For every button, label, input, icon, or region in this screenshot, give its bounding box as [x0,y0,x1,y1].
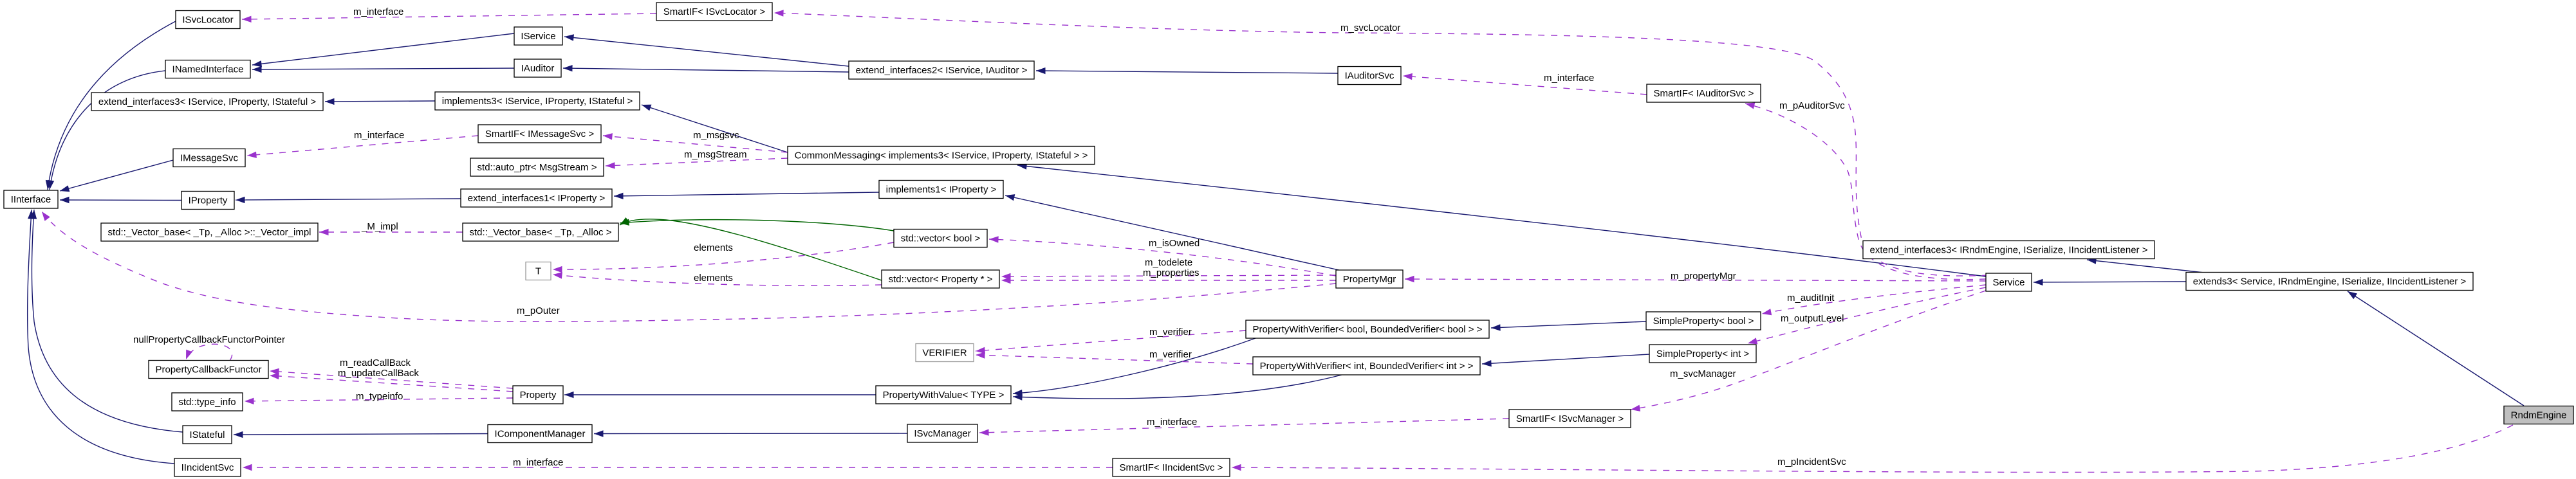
svg-text:PropertyWithVerifier< bool, Bo: PropertyWithVerifier< bool, BoundedVerif… [1253,324,1483,335]
svg-text:extend_interfaces2< IService,: extend_interfaces2< IService, IAuditor > [856,65,1028,76]
svg-text:m_svcManager: m_svcManager [1670,368,1736,379]
svg-text:std::_Vector_base< _Tp, _Alloc: std::_Vector_base< _Tp, _Alloc >::_Vecto… [107,227,311,238]
svg-text:_M_impl: _M_impl [361,221,398,232]
svg-text:PropertyCallbackFunctor: PropertyCallbackFunctor [155,365,261,375]
svg-text:ISvcManager: ISvcManager [914,428,970,439]
svg-text:m_interface: m_interface [1544,73,1594,84]
svg-text:std::_Vector_base< _Tp, _Alloc: std::_Vector_base< _Tp, _Alloc > [470,227,612,238]
svg-text:RndmEngine: RndmEngine [2511,410,2567,421]
svg-text:std::auto_ptr< MsgStream >: std::auto_ptr< MsgStream > [477,162,597,173]
svg-text:SmartIF< ISvcManager >: SmartIF< ISvcManager > [1516,413,1624,424]
svg-text:CommonMessaging< implements3<: CommonMessaging< implements3< IService, … [795,150,1088,161]
svg-text:IInterface: IInterface [11,194,51,205]
svg-text:m_interface: m_interface [354,130,404,141]
svg-text:PropertyWithVerifier< int, Bou: PropertyWithVerifier< int, BoundedVerifi… [1260,361,1474,372]
svg-text:std::vector< bool >: std::vector< bool > [901,233,981,244]
svg-text:T: T [535,266,541,277]
svg-text:m_msgStream: m_msgStream [684,149,747,160]
svg-text:m_propertyMgr: m_propertyMgr [1671,271,1736,282]
svg-text:IAuditor: IAuditor [521,63,555,74]
svg-text:SmartIF< IIncidentSvc >: SmartIF< IIncidentSvc > [1120,462,1223,473]
svg-text:m_typeinfo: m_typeinfo [356,391,403,402]
svg-text:SimpleProperty< int >: SimpleProperty< int > [1656,348,1749,359]
svg-text:m_svcLocator: m_svcLocator [1340,23,1400,33]
svg-text:m_verifier: m_verifier [1149,327,1192,338]
svg-text:m_verifier: m_verifier [1149,349,1192,360]
svg-text:m_interface: m_interface [1147,417,1197,428]
svg-text:implements1< IProperty >: implements1< IProperty > [886,185,997,195]
svg-text:VERIFIER: VERIFIER [922,348,967,359]
svg-text:extends3< Service, IRndmEngine: extends3< Service, IRndmEngine, ISeriali… [2193,276,2467,287]
svg-text:SmartIF< IMessageSvc >: SmartIF< IMessageSvc > [485,129,594,140]
svg-text:m_msgsvc: m_msgsvc [693,130,739,141]
svg-text:extend_interfaces1< IProperty: extend_interfaces1< IProperty > [468,193,606,204]
svg-text:SimpleProperty< bool >: SimpleProperty< bool > [1653,316,1754,327]
svg-text:SmartIF< IAuditorSvc >: SmartIF< IAuditorSvc > [1654,88,1754,99]
svg-text:m_readCallBack: m_readCallBack [340,357,411,368]
svg-text:PropertyWithValue< TYPE >: PropertyWithValue< TYPE > [883,390,1005,401]
svg-text:elements: elements [694,242,733,253]
svg-text:m_pOuter: m_pOuter [517,305,560,316]
svg-text:m_pAuditorSvc: m_pAuditorSvc [1779,100,1845,111]
svg-text:INamedInterface: INamedInterface [172,64,244,75]
svg-text:nullPropertyCallbackFunctorPoi: nullPropertyCallbackFunctorPointer [133,334,285,345]
svg-text:m_interface: m_interface [513,457,563,468]
svg-text:Service: Service [1992,277,2025,288]
svg-text:m_outputLevel: m_outputLevel [1781,313,1844,324]
svg-text:m_isOwned: m_isOwned [1149,238,1200,249]
svg-text:IComponentManager: IComponentManager [495,429,586,440]
svg-text:elements: elements [694,273,733,284]
svg-text:m_auditInit: m_auditInit [1787,293,1835,303]
svg-text:m_updateCallBack: m_updateCallBack [338,368,419,379]
svg-text:implements3< IService, IProper: implements3< IService, IProperty, IState… [442,96,633,107]
svg-text:IService: IService [521,31,555,42]
svg-text:IIncidentSvc: IIncidentSvc [181,462,234,473]
svg-text:ISvcLocator: ISvcLocator [182,15,233,26]
svg-text:m_pIncidentSvc: m_pIncidentSvc [1777,456,1846,467]
svg-text:IMessageSvc: IMessageSvc [180,153,239,164]
svg-text:Property: Property [520,390,557,401]
svg-text:m_todelete: m_todelete [1145,257,1192,268]
svg-text:IStateful: IStateful [189,429,225,440]
svg-text:extend_interfaces3< IService,: extend_interfaces3< IService, IProperty,… [98,96,316,107]
svg-text:m_properties: m_properties [1143,267,1200,278]
svg-text:IAuditorSvc: IAuditorSvc [1345,71,1395,82]
svg-text:IProperty: IProperty [189,195,228,206]
svg-text:SmartIF< ISvcLocator >: SmartIF< ISvcLocator > [663,6,766,17]
svg-text:m_interface: m_interface [353,6,403,17]
svg-text:PropertyMgr: PropertyMgr [1343,274,1396,285]
svg-text:extend_interfaces3< IRndmEngin: extend_interfaces3< IRndmEngine, ISerial… [1870,245,2148,256]
svg-text:std::type_info: std::type_info [178,397,236,408]
svg-text:std::vector< Property * >: std::vector< Property * > [889,274,993,285]
